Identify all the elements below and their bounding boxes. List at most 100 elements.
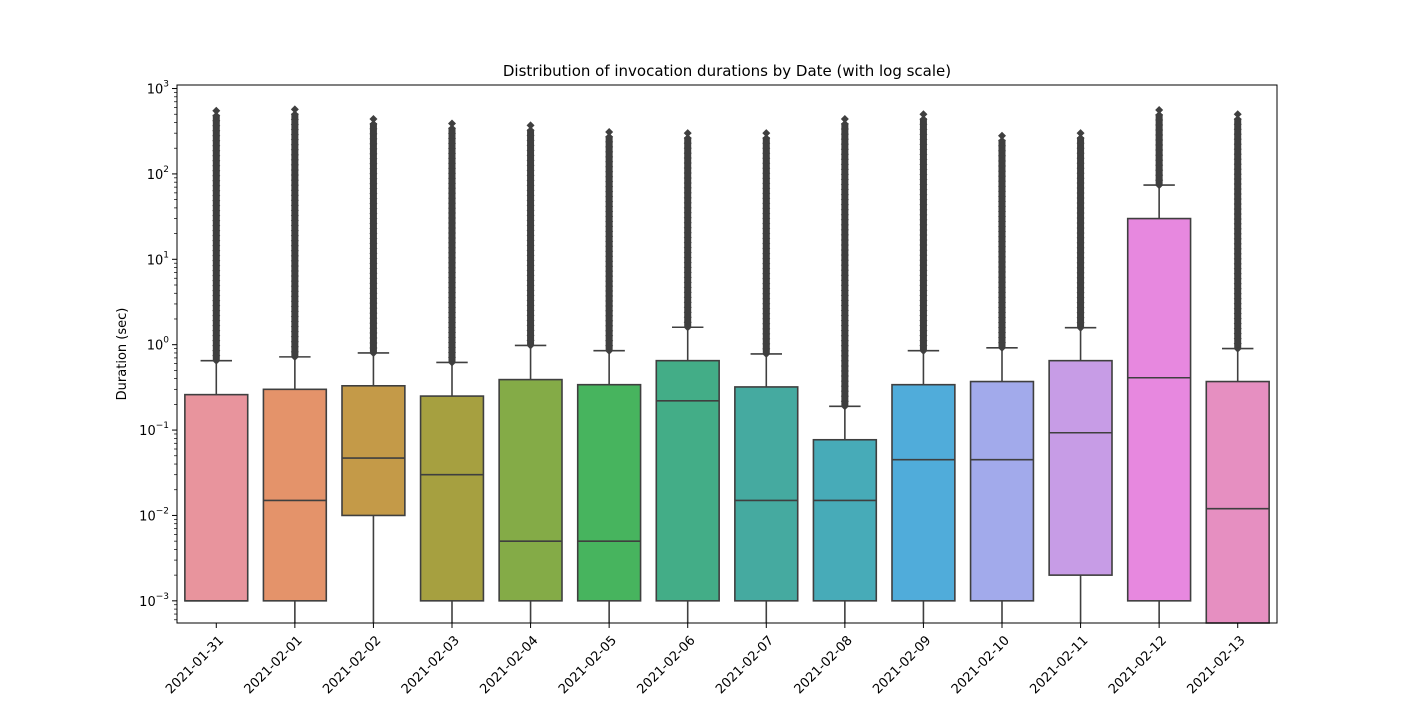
y-tick-label: 100 bbox=[147, 336, 170, 354]
outlier-point bbox=[448, 273, 456, 282]
outlier-point bbox=[762, 219, 771, 228]
outlier-point bbox=[526, 141, 535, 150]
outlier-point bbox=[212, 216, 221, 225]
outlier-point bbox=[919, 130, 928, 139]
outlier-point bbox=[526, 216, 535, 225]
outlier-point bbox=[605, 336, 614, 345]
outlier-point bbox=[919, 246, 928, 255]
outlier-point bbox=[840, 316, 849, 325]
outlier-point bbox=[840, 326, 849, 335]
outlier-point bbox=[369, 159, 378, 168]
y-tick-exponent: −1 bbox=[156, 421, 169, 431]
outlier-point bbox=[919, 125, 928, 134]
outlier-point bbox=[840, 377, 849, 386]
outlier-point bbox=[683, 139, 692, 148]
outlier-point bbox=[369, 114, 378, 123]
outlier-point bbox=[762, 344, 771, 353]
outlier-point bbox=[448, 204, 456, 213]
outlier-point bbox=[1076, 218, 1085, 227]
box-group-2021-02-05 bbox=[576, 127, 642, 623]
outlier-point bbox=[919, 180, 928, 189]
outlier-point bbox=[840, 220, 849, 229]
outlier-point bbox=[683, 203, 692, 212]
outlier-point bbox=[369, 294, 378, 303]
outlier-point bbox=[605, 142, 614, 151]
outlier-point bbox=[840, 296, 849, 305]
outlier-point bbox=[762, 324, 771, 333]
outlier-point bbox=[605, 227, 614, 236]
outlier-point bbox=[683, 233, 692, 242]
outlier-point bbox=[605, 287, 614, 296]
outlier-point bbox=[290, 110, 299, 119]
outlier-point bbox=[605, 326, 614, 335]
outlier-point bbox=[840, 165, 849, 174]
y-tick-base: 10 bbox=[147, 253, 164, 268]
outlier-point bbox=[448, 278, 456, 287]
outlier-point bbox=[840, 200, 849, 209]
outlier-point bbox=[290, 171, 299, 180]
outlier-point bbox=[212, 141, 221, 150]
outlier-point bbox=[526, 256, 535, 265]
outlier-point bbox=[683, 134, 692, 143]
outlier-point bbox=[919, 220, 928, 229]
outlier-point bbox=[605, 321, 614, 330]
outlier-point bbox=[369, 239, 378, 248]
outlier-point bbox=[840, 155, 849, 164]
outlier-point bbox=[840, 185, 849, 194]
x-tick-label: 2021-02-02 bbox=[320, 633, 384, 697]
outlier-point bbox=[369, 204, 378, 213]
outlier-point bbox=[448, 159, 456, 168]
outlier-point bbox=[998, 247, 1006, 256]
outlier-point bbox=[1233, 244, 1242, 253]
outlier-point bbox=[919, 140, 928, 149]
outlier-point bbox=[212, 171, 221, 180]
outlier-point bbox=[526, 281, 535, 290]
outlier-point bbox=[683, 278, 692, 287]
outlier-point bbox=[840, 281, 849, 290]
outlier-point bbox=[369, 339, 378, 348]
box-group-2021-02-12 bbox=[1126, 106, 1192, 623]
outlier-point bbox=[605, 306, 614, 315]
outlier-point bbox=[998, 273, 1006, 282]
outlier-point bbox=[919, 160, 928, 169]
outlier-point bbox=[605, 207, 614, 216]
outlier-point bbox=[1233, 334, 1242, 343]
outlier-point bbox=[526, 316, 535, 325]
outlier-point bbox=[919, 331, 928, 340]
outlier-point bbox=[840, 266, 849, 275]
outlier-point bbox=[840, 120, 849, 129]
outlier-point bbox=[1076, 288, 1085, 297]
outlier-point bbox=[762, 174, 771, 183]
outlier-point bbox=[1155, 156, 1164, 165]
outlier-point bbox=[1233, 115, 1242, 124]
outlier-point bbox=[762, 204, 771, 213]
outlier-point bbox=[605, 292, 614, 301]
outlier-point bbox=[212, 256, 221, 265]
outlier-point bbox=[526, 166, 535, 175]
outlier-point bbox=[762, 249, 771, 258]
outlier-point bbox=[212, 241, 221, 250]
outlier-point bbox=[683, 164, 692, 173]
outlier-point bbox=[840, 366, 849, 375]
outlier-point bbox=[369, 189, 378, 198]
outlier-point bbox=[683, 223, 692, 232]
outlier-point bbox=[526, 306, 535, 315]
outlier-point bbox=[212, 116, 221, 125]
outlier-point bbox=[290, 236, 299, 245]
outlier-point bbox=[1155, 151, 1164, 160]
outlier-point bbox=[448, 228, 456, 237]
outlier-point bbox=[840, 331, 849, 340]
outlier-point bbox=[1155, 111, 1164, 120]
outlier-point bbox=[919, 256, 928, 265]
outlier-point bbox=[762, 244, 771, 253]
outlier-point bbox=[290, 246, 299, 255]
outlier-point bbox=[840, 150, 849, 159]
outlier-point bbox=[212, 266, 221, 275]
outlier-point bbox=[998, 237, 1006, 246]
y-axis-label: Duration (sec) bbox=[115, 308, 130, 401]
box-group-2021-02-03 bbox=[419, 119, 485, 623]
outlier-point bbox=[1076, 223, 1085, 232]
outlier-point bbox=[448, 184, 456, 193]
outlier-point bbox=[1076, 233, 1085, 242]
